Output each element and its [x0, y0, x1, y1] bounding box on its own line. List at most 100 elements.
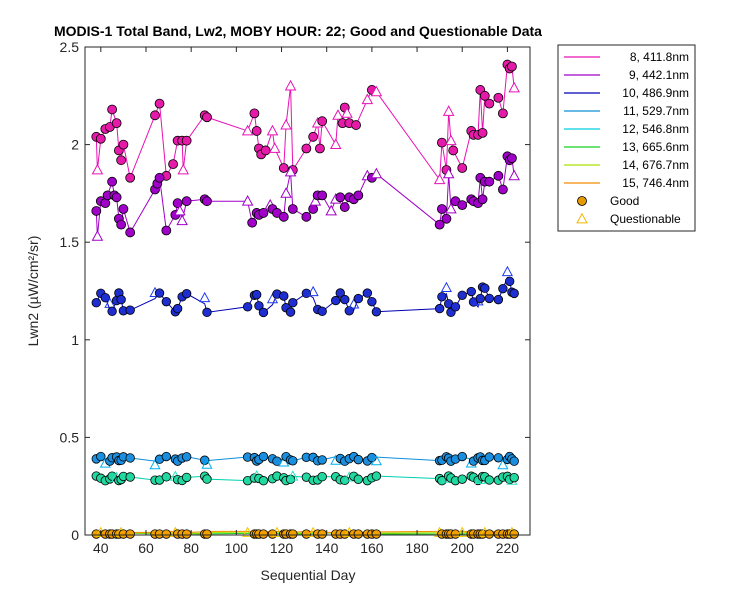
marker-good — [367, 296, 377, 307]
data-point-questionable — [325, 204, 337, 216]
marker-good — [91, 298, 101, 308]
data-point-good — [437, 204, 447, 214]
marker-good — [202, 474, 212, 484]
data-point-good — [493, 170, 504, 181]
data-point-questionable — [280, 118, 292, 130]
marker-good — [161, 529, 172, 539]
marker-good — [484, 452, 495, 462]
marker-good — [457, 451, 467, 462]
marker-good — [288, 298, 298, 308]
marker-good — [371, 529, 382, 539]
data-point-good — [150, 110, 160, 121]
marker-good — [367, 452, 377, 463]
series-0 — [91, 59, 520, 185]
data-point-good — [507, 61, 517, 72]
marker-questionable — [199, 291, 211, 303]
x-tick-label: 180 — [405, 540, 429, 556]
data-point-good — [116, 155, 127, 166]
data-point-questionable — [280, 187, 292, 198]
data-point-questionable — [174, 204, 186, 216]
marker-good — [172, 303, 183, 314]
data-point-good — [125, 172, 136, 183]
data-point-good — [249, 108, 260, 119]
legend-marker-questionable — [576, 212, 588, 224]
data-point-good — [116, 219, 127, 230]
marker-questionable — [201, 458, 213, 469]
data-point-good — [434, 219, 445, 230]
y-tick-label: 1 — [71, 332, 79, 348]
data-point-good — [125, 227, 136, 238]
marker-good — [258, 476, 269, 486]
data-point-questionable — [309, 194, 322, 206]
data-point-good — [247, 217, 258, 228]
legend-label: 8, 411.8nm — [630, 50, 689, 64]
data-point-good — [154, 172, 165, 183]
marker-good — [161, 296, 172, 307]
marker-good — [509, 472, 519, 483]
data-point-good — [278, 163, 289, 173]
marker-good — [344, 306, 354, 316]
marker-good — [181, 452, 192, 462]
data-point-questionable — [91, 230, 104, 241]
marker-good — [161, 451, 172, 462]
data-point-good — [111, 118, 122, 129]
marker-good — [466, 286, 476, 297]
marker-questionable — [456, 526, 468, 537]
data-point-good — [202, 112, 212, 123]
data-point-good — [168, 159, 178, 170]
data-point-good — [437, 137, 447, 148]
data-point-questionable — [241, 194, 254, 206]
marker-good — [317, 472, 327, 482]
data-point-good — [107, 176, 118, 187]
marker-good — [340, 294, 350, 305]
marker-good — [181, 472, 192, 483]
series-1 — [91, 151, 520, 241]
marker-good — [371, 471, 382, 481]
marker-questionable — [370, 454, 382, 466]
data-point-good — [317, 190, 328, 201]
marker-good — [504, 276, 515, 286]
marker-good — [437, 292, 447, 302]
data-point-good — [477, 194, 488, 205]
data-point-questionable — [370, 85, 383, 97]
marker-good — [317, 529, 327, 539]
marker-questionable — [307, 285, 319, 297]
data-point-good — [118, 139, 129, 150]
legend-label: 12, 546.8nm — [622, 122, 689, 136]
marker-good — [125, 529, 135, 539]
data-point-good — [172, 198, 183, 209]
marker-good — [254, 301, 264, 311]
marker-questionable — [348, 298, 360, 309]
legend-label: 14, 676.7nm — [622, 158, 689, 172]
y-tick-label: 1.5 — [60, 234, 80, 250]
y-tick-label: 2.5 — [60, 39, 80, 55]
data-point-questionable — [268, 142, 281, 153]
marker-questionable — [440, 281, 453, 293]
data-point-good — [335, 192, 346, 203]
marker-good — [475, 293, 486, 304]
data-point-good — [497, 108, 508, 119]
marker-good — [202, 529, 212, 539]
data-point-good — [479, 90, 490, 101]
data-point-good — [477, 127, 488, 138]
legend-label: Good — [610, 194, 639, 208]
data-point-questionable — [445, 202, 457, 214]
data-point-questionable — [442, 105, 455, 116]
marker-good — [279, 291, 289, 301]
marker-good — [480, 283, 490, 293]
marker-questionable — [242, 526, 254, 537]
marker-good — [353, 474, 364, 484]
data-point-good — [317, 116, 328, 127]
x-tick-label: 80 — [183, 540, 199, 556]
data-point-questionable — [508, 169, 520, 181]
marker-good — [484, 293, 495, 304]
marker-good — [181, 288, 192, 299]
marker-good — [154, 288, 165, 298]
marker-good — [317, 455, 327, 465]
data-point-questionable — [329, 138, 342, 149]
data-point-good — [308, 131, 319, 142]
marker-good — [107, 306, 117, 317]
marker-good — [96, 451, 106, 462]
legend-label: 10, 486.9nm — [622, 86, 689, 100]
